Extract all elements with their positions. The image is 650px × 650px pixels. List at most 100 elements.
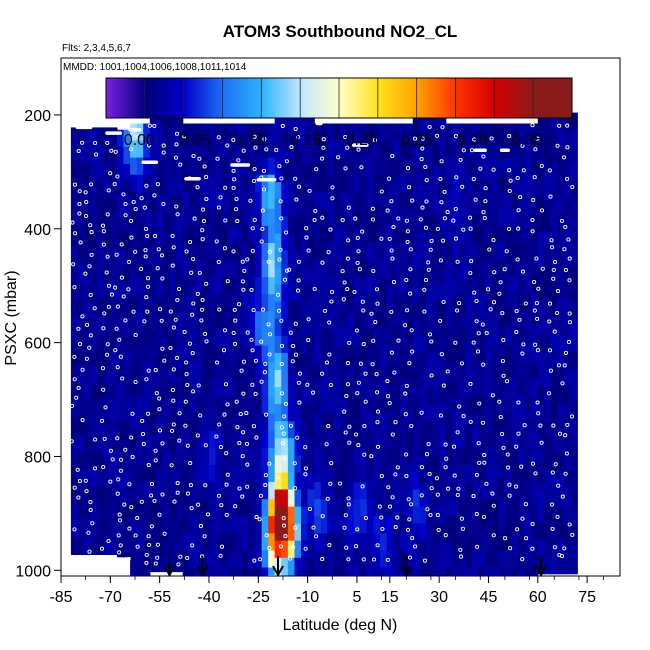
heatmap-cell <box>570 471 578 489</box>
heatmap-cell <box>327 208 335 227</box>
profile-point <box>563 224 568 230</box>
profile-point <box>235 219 240 224</box>
heatmap-cell <box>241 328 250 347</box>
heatmap-cell <box>491 345 499 364</box>
heatmap-cell <box>465 567 473 576</box>
heatmap-cell <box>195 191 203 210</box>
profile-point <box>552 329 557 334</box>
profile-point <box>478 166 483 171</box>
heatmap-cell <box>478 191 486 210</box>
heatmap-cell <box>156 332 164 351</box>
heatmap-cell <box>156 315 164 333</box>
heatmap-cell <box>248 328 256 347</box>
heatmap-cell <box>432 301 440 320</box>
profile-point <box>240 279 245 284</box>
profile-point <box>482 453 487 458</box>
heatmap-cell <box>281 233 289 251</box>
heatmap-cell <box>340 516 348 534</box>
heatmap-cell <box>504 465 513 483</box>
heatmap-cell <box>222 482 230 500</box>
profile-point <box>88 508 93 513</box>
profile-point <box>420 205 425 210</box>
profile-point <box>288 423 293 428</box>
heatmap-cell <box>412 335 420 354</box>
heatmap-cell <box>149 503 157 521</box>
heatmap-cell <box>353 550 361 569</box>
profile-point <box>191 256 196 262</box>
profile-point <box>370 362 375 367</box>
heatmap-cell <box>491 567 499 576</box>
profile-point <box>501 373 506 378</box>
heatmap-cell <box>360 191 368 210</box>
heatmap-cell <box>248 157 256 176</box>
heatmap-cell <box>189 447 197 466</box>
profile-point <box>189 506 194 511</box>
heatmap-cell <box>97 332 105 351</box>
heatmap-cell <box>222 396 230 415</box>
heatmap-cell <box>472 191 480 210</box>
y-tick-label: 1000 <box>15 563 51 580</box>
heatmap-cell <box>564 403 572 421</box>
heatmap-cell <box>84 229 92 248</box>
heatmap-cell <box>373 243 381 261</box>
heatmap-cell <box>426 147 434 166</box>
heatmap-cell <box>162 195 171 214</box>
heatmap-cell <box>130 208 138 227</box>
heatmap-cell <box>241 465 250 483</box>
profile-point <box>297 400 302 405</box>
profile-point <box>290 359 295 364</box>
profile-point <box>171 398 176 403</box>
heatmap-cell <box>439 387 447 405</box>
heatmap-cell <box>393 225 401 244</box>
x-tick-label: 30 <box>430 589 448 606</box>
heatmap-cell <box>320 345 328 364</box>
heatmap-cell <box>182 294 190 312</box>
profile-point <box>498 414 503 420</box>
heatmap-cell <box>136 311 144 329</box>
profile-point <box>296 134 301 140</box>
profile-point <box>292 461 297 466</box>
heatmap-cell <box>485 533 493 551</box>
heatmap-cell <box>432 489 440 508</box>
heatmap-cell <box>366 243 374 261</box>
heatmap-cell <box>77 298 85 316</box>
heatmap-cell <box>353 533 361 551</box>
heatmap-cell <box>333 277 342 295</box>
profile-point <box>267 545 272 551</box>
heatmap-cell <box>307 113 315 132</box>
heatmap-cell <box>452 550 460 569</box>
heatmap-cell <box>432 318 440 337</box>
heatmap-cell <box>426 284 434 303</box>
heatmap-cell <box>537 163 545 182</box>
heatmap-cell <box>77 520 85 538</box>
heatmap-cell <box>103 195 111 214</box>
heatmap-cell <box>169 400 177 419</box>
profile-point <box>110 457 115 462</box>
heatmap-cell <box>182 157 190 176</box>
heatmap-cell <box>498 465 506 483</box>
surface-arrow <box>400 556 413 578</box>
profile-point <box>115 365 120 370</box>
heatmap-cell <box>287 301 296 320</box>
heatmap-cell <box>123 163 131 182</box>
heatmap-cell <box>426 250 434 269</box>
heatmap-cell <box>320 243 328 261</box>
profile-point <box>355 235 360 240</box>
heatmap-cell <box>189 362 197 381</box>
profile-point <box>562 247 567 252</box>
profile-point <box>475 544 480 549</box>
profile-point <box>387 236 392 241</box>
heatmap-cell <box>261 311 269 329</box>
heatmap-cell <box>248 550 256 569</box>
profile-point <box>379 474 384 479</box>
profile-point <box>391 280 397 285</box>
heatmap-cell <box>406 140 414 159</box>
heatmap-cell <box>97 537 105 555</box>
profile-point <box>295 288 301 293</box>
heatmap-cell <box>340 140 348 159</box>
heatmap-cell <box>130 225 138 244</box>
heatmap-cell <box>564 163 572 182</box>
heatmap-cell <box>386 362 394 381</box>
heatmap-cell <box>472 174 480 193</box>
heatmap-cell <box>465 311 473 329</box>
